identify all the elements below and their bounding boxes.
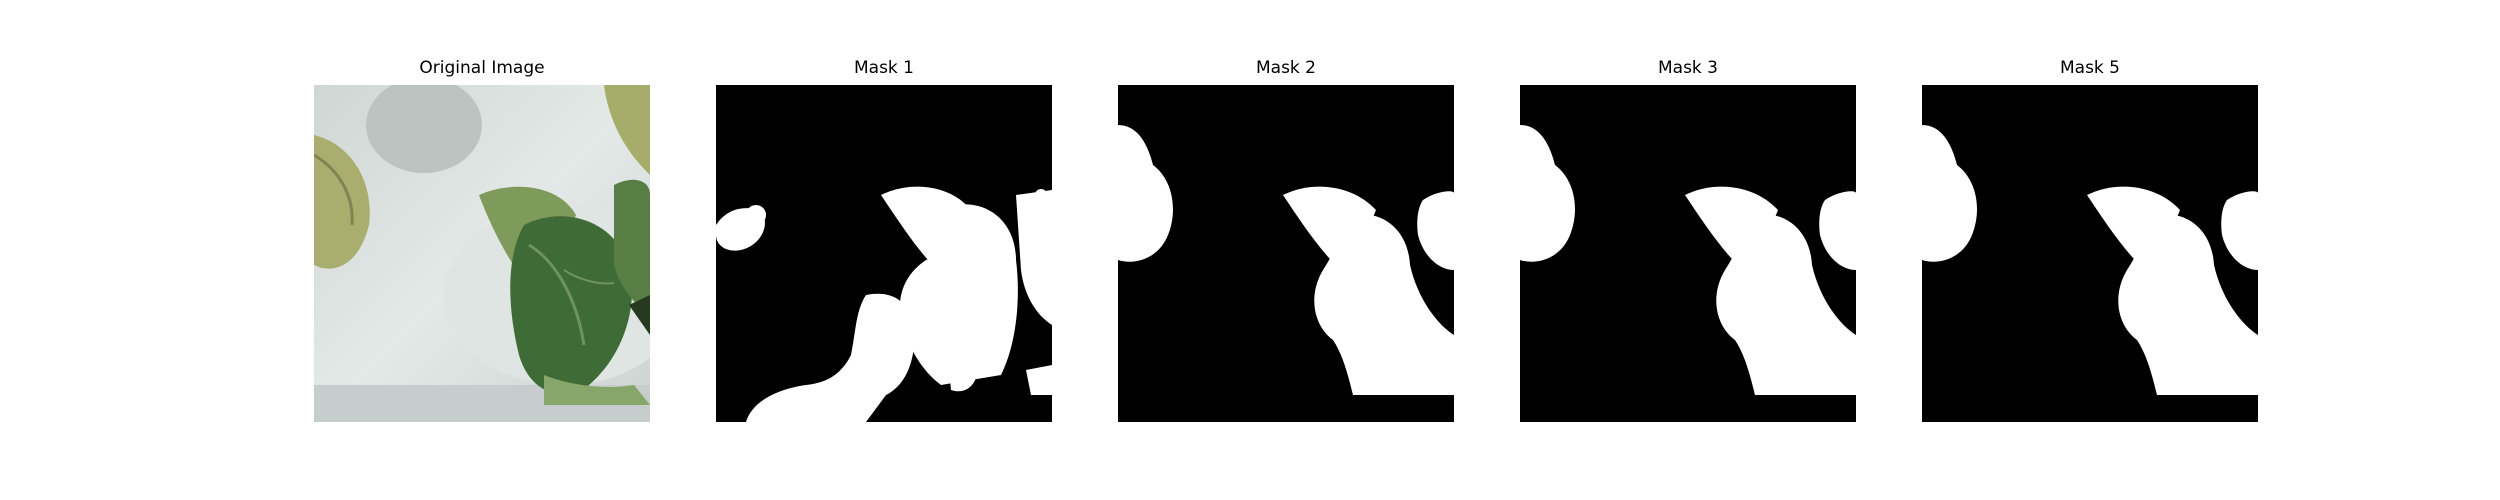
mask-5-image [1922,85,2258,422]
panel-title: Mask 2 [1255,58,1316,78]
panel-mask-5: Mask 5 [1922,0,2258,500]
mask-1-image [716,85,1052,422]
panel-mask-2: Mask 2 [1118,0,1454,500]
panel-mask-3: Mask 3 [1520,0,1856,500]
panel-title: Mask 5 [2059,58,2120,78]
original-image [314,85,650,422]
panel-original-image: Original Image [314,0,650,500]
panel-title: Original Image [419,58,545,78]
panel-title: Mask 1 [853,58,914,78]
mask-2-image [1118,85,1454,422]
panel-title: Mask 3 [1657,58,1718,78]
panel-mask-1: Mask 1 [716,0,1052,500]
mask-3-image [1520,85,1856,422]
